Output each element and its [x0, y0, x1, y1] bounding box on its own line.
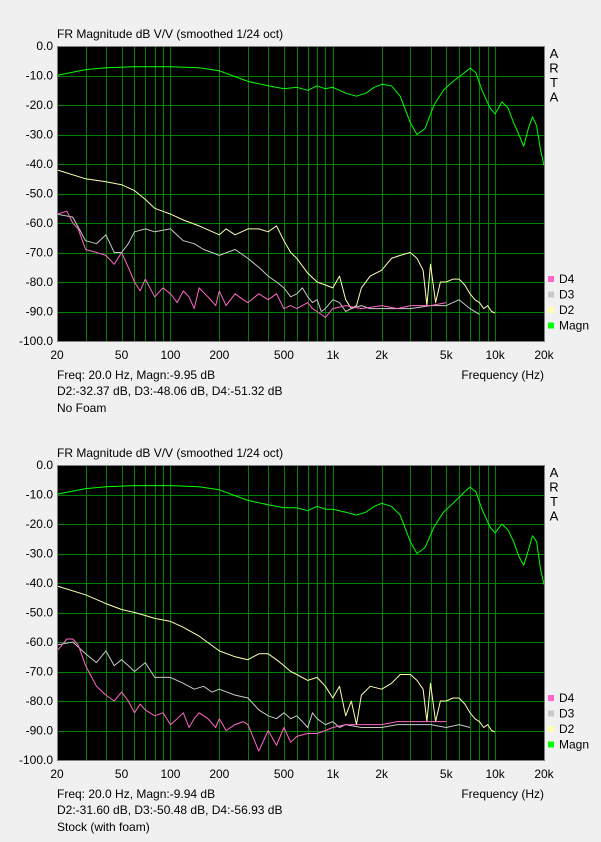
x-tick-label: 500	[274, 348, 294, 362]
y-tick-label: -10.0	[26, 69, 54, 83]
x-tick-label: 20k	[534, 348, 554, 362]
y-tick-label: -10.0	[26, 488, 54, 502]
series-line-d4	[56, 638, 447, 752]
chart-title: FR Magnitude dB V/V (smoothed 1/24 oct)	[57, 446, 283, 460]
chart-title: FR Magnitude dB V/V (smoothed 1/24 oct)	[57, 27, 283, 41]
y-tick-label: -40.0	[26, 576, 54, 590]
x-tick-label: 10k	[485, 767, 505, 781]
x-tick-label: 5k	[440, 348, 454, 362]
y-tick-label: -30.0	[26, 128, 54, 142]
x-tick-label: 100	[160, 348, 180, 362]
x-tick-label: 10k	[485, 348, 505, 362]
watermark-letter: A	[550, 509, 559, 524]
legend-swatch-d2	[548, 307, 554, 313]
x-tick-label: 200	[209, 348, 229, 362]
chart-panel-1: FR Magnitude dB V/V (smoothed 1/24 oct) 0…	[19, 27, 589, 415]
y-tick-label: -80.0	[26, 275, 54, 289]
series-group	[56, 66, 545, 318]
readout-line-2: D2:-31.60 dB, D3:-50.48 dB, D4:-56.93 dB	[57, 803, 282, 817]
chart-panel-2: FR Magnitude dB V/V (smoothed 1/24 oct) 0…	[19, 446, 589, 834]
legend-swatch-magn	[548, 322, 554, 329]
y-tick-label: 0.0	[36, 458, 53, 472]
series-line-d2	[56, 169, 496, 314]
x-tick-label: 50	[115, 348, 129, 362]
x-tick-label: 2k	[375, 348, 389, 362]
y-tick-label: -30.0	[26, 547, 54, 561]
x-tick-label: 500	[274, 767, 294, 781]
x-tick-label: 200	[209, 767, 229, 781]
plot-frame	[57, 46, 545, 342]
x-tick-label: 20k	[534, 767, 554, 781]
watermark-letter: A	[550, 46, 559, 61]
legend-label-d2: D2	[559, 303, 575, 317]
legend-label-d4: D4	[559, 691, 575, 705]
legend-swatch-d4	[548, 695, 554, 701]
x-axis-label: Frequency (Hz)	[461, 787, 544, 801]
y-tick-label: -70.0	[26, 665, 54, 679]
grid-lines	[57, 46, 545, 342]
x-tick-label: 1k	[326, 767, 340, 781]
readout-line-2: D2:-32.37 dB, D3:-48.06 dB, D4:-51.32 dB	[57, 384, 282, 398]
legend-swatch-d3	[548, 291, 554, 298]
y-tick-label: -40.0	[26, 157, 54, 171]
x-tick-label: 2k	[375, 767, 389, 781]
series-line-magn	[56, 485, 545, 585]
x-tick-label: 100	[160, 767, 180, 781]
watermark-letter: R	[549, 480, 558, 495]
watermark-letter: T	[550, 494, 558, 509]
x-tick-label: 50	[115, 767, 129, 781]
x-tick-label: 5k	[440, 767, 454, 781]
y-tick-label: -80.0	[26, 694, 54, 708]
series-line-magn	[56, 66, 545, 166]
series-line-d3	[56, 213, 480, 315]
legend-swatch-d2	[548, 726, 554, 732]
watermark-letter: R	[549, 61, 558, 76]
series-line-d3	[56, 641, 471, 728]
measurement-caption: Stock (with foam)	[57, 820, 150, 834]
x-tick-label: 1k	[326, 348, 340, 362]
y-tick-label: -60.0	[26, 635, 54, 649]
x-tick-label: 20	[50, 348, 64, 362]
y-tick-label: -50.0	[26, 606, 54, 620]
legend-swatch-d3	[548, 710, 554, 717]
series-line-d4	[56, 210, 447, 318]
y-tick-label: -90.0	[26, 724, 54, 738]
y-tick-label: -50.0	[26, 187, 54, 201]
watermark-letter: T	[550, 75, 558, 90]
legend-label-d4: D4	[559, 272, 575, 286]
y-tick-label: -60.0	[26, 216, 54, 230]
y-tick-label: -70.0	[26, 246, 54, 260]
x-tick-label: 20	[50, 767, 64, 781]
plot-frame	[57, 465, 545, 761]
readout-line-1: Freq: 20.0 Hz, Magn:-9.95 dB	[57, 368, 215, 382]
legend-label-d2: D2	[559, 722, 575, 736]
legend-label-d3: D3	[559, 288, 575, 302]
plot-area	[57, 465, 544, 760]
legend-swatch-magn	[548, 741, 554, 748]
x-axis-label: Frequency (Hz)	[461, 368, 544, 382]
legend-label-d3: D3	[559, 707, 575, 721]
series-line-d2	[56, 585, 496, 733]
y-tick-label: -20.0	[26, 517, 54, 531]
measurement-caption: No Foam	[57, 401, 106, 415]
y-tick-label: -90.0	[26, 305, 54, 319]
watermark-letter: A	[550, 90, 559, 105]
series-group	[56, 485, 545, 752]
legend-label-magn: Magn	[559, 738, 589, 752]
legend-swatch-d4	[548, 276, 554, 282]
watermark-letter: A	[550, 465, 559, 480]
readout-line-1: Freq: 20.0 Hz, Magn:-9.94 dB	[57, 787, 215, 801]
y-tick-label: -20.0	[26, 98, 54, 112]
y-tick-label: -100.0	[19, 753, 53, 767]
y-tick-label: 0.0	[36, 39, 53, 53]
legend-label-magn: Magn	[559, 319, 589, 333]
y-tick-label: -100.0	[19, 334, 53, 348]
